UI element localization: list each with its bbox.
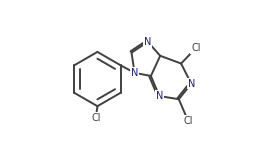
Text: N: N xyxy=(144,37,152,47)
Text: N: N xyxy=(188,79,195,89)
Text: N: N xyxy=(156,91,163,101)
Text: Cl: Cl xyxy=(183,116,193,126)
Text: N: N xyxy=(131,68,138,78)
Text: Cl: Cl xyxy=(191,43,201,53)
Text: Cl: Cl xyxy=(91,113,101,123)
